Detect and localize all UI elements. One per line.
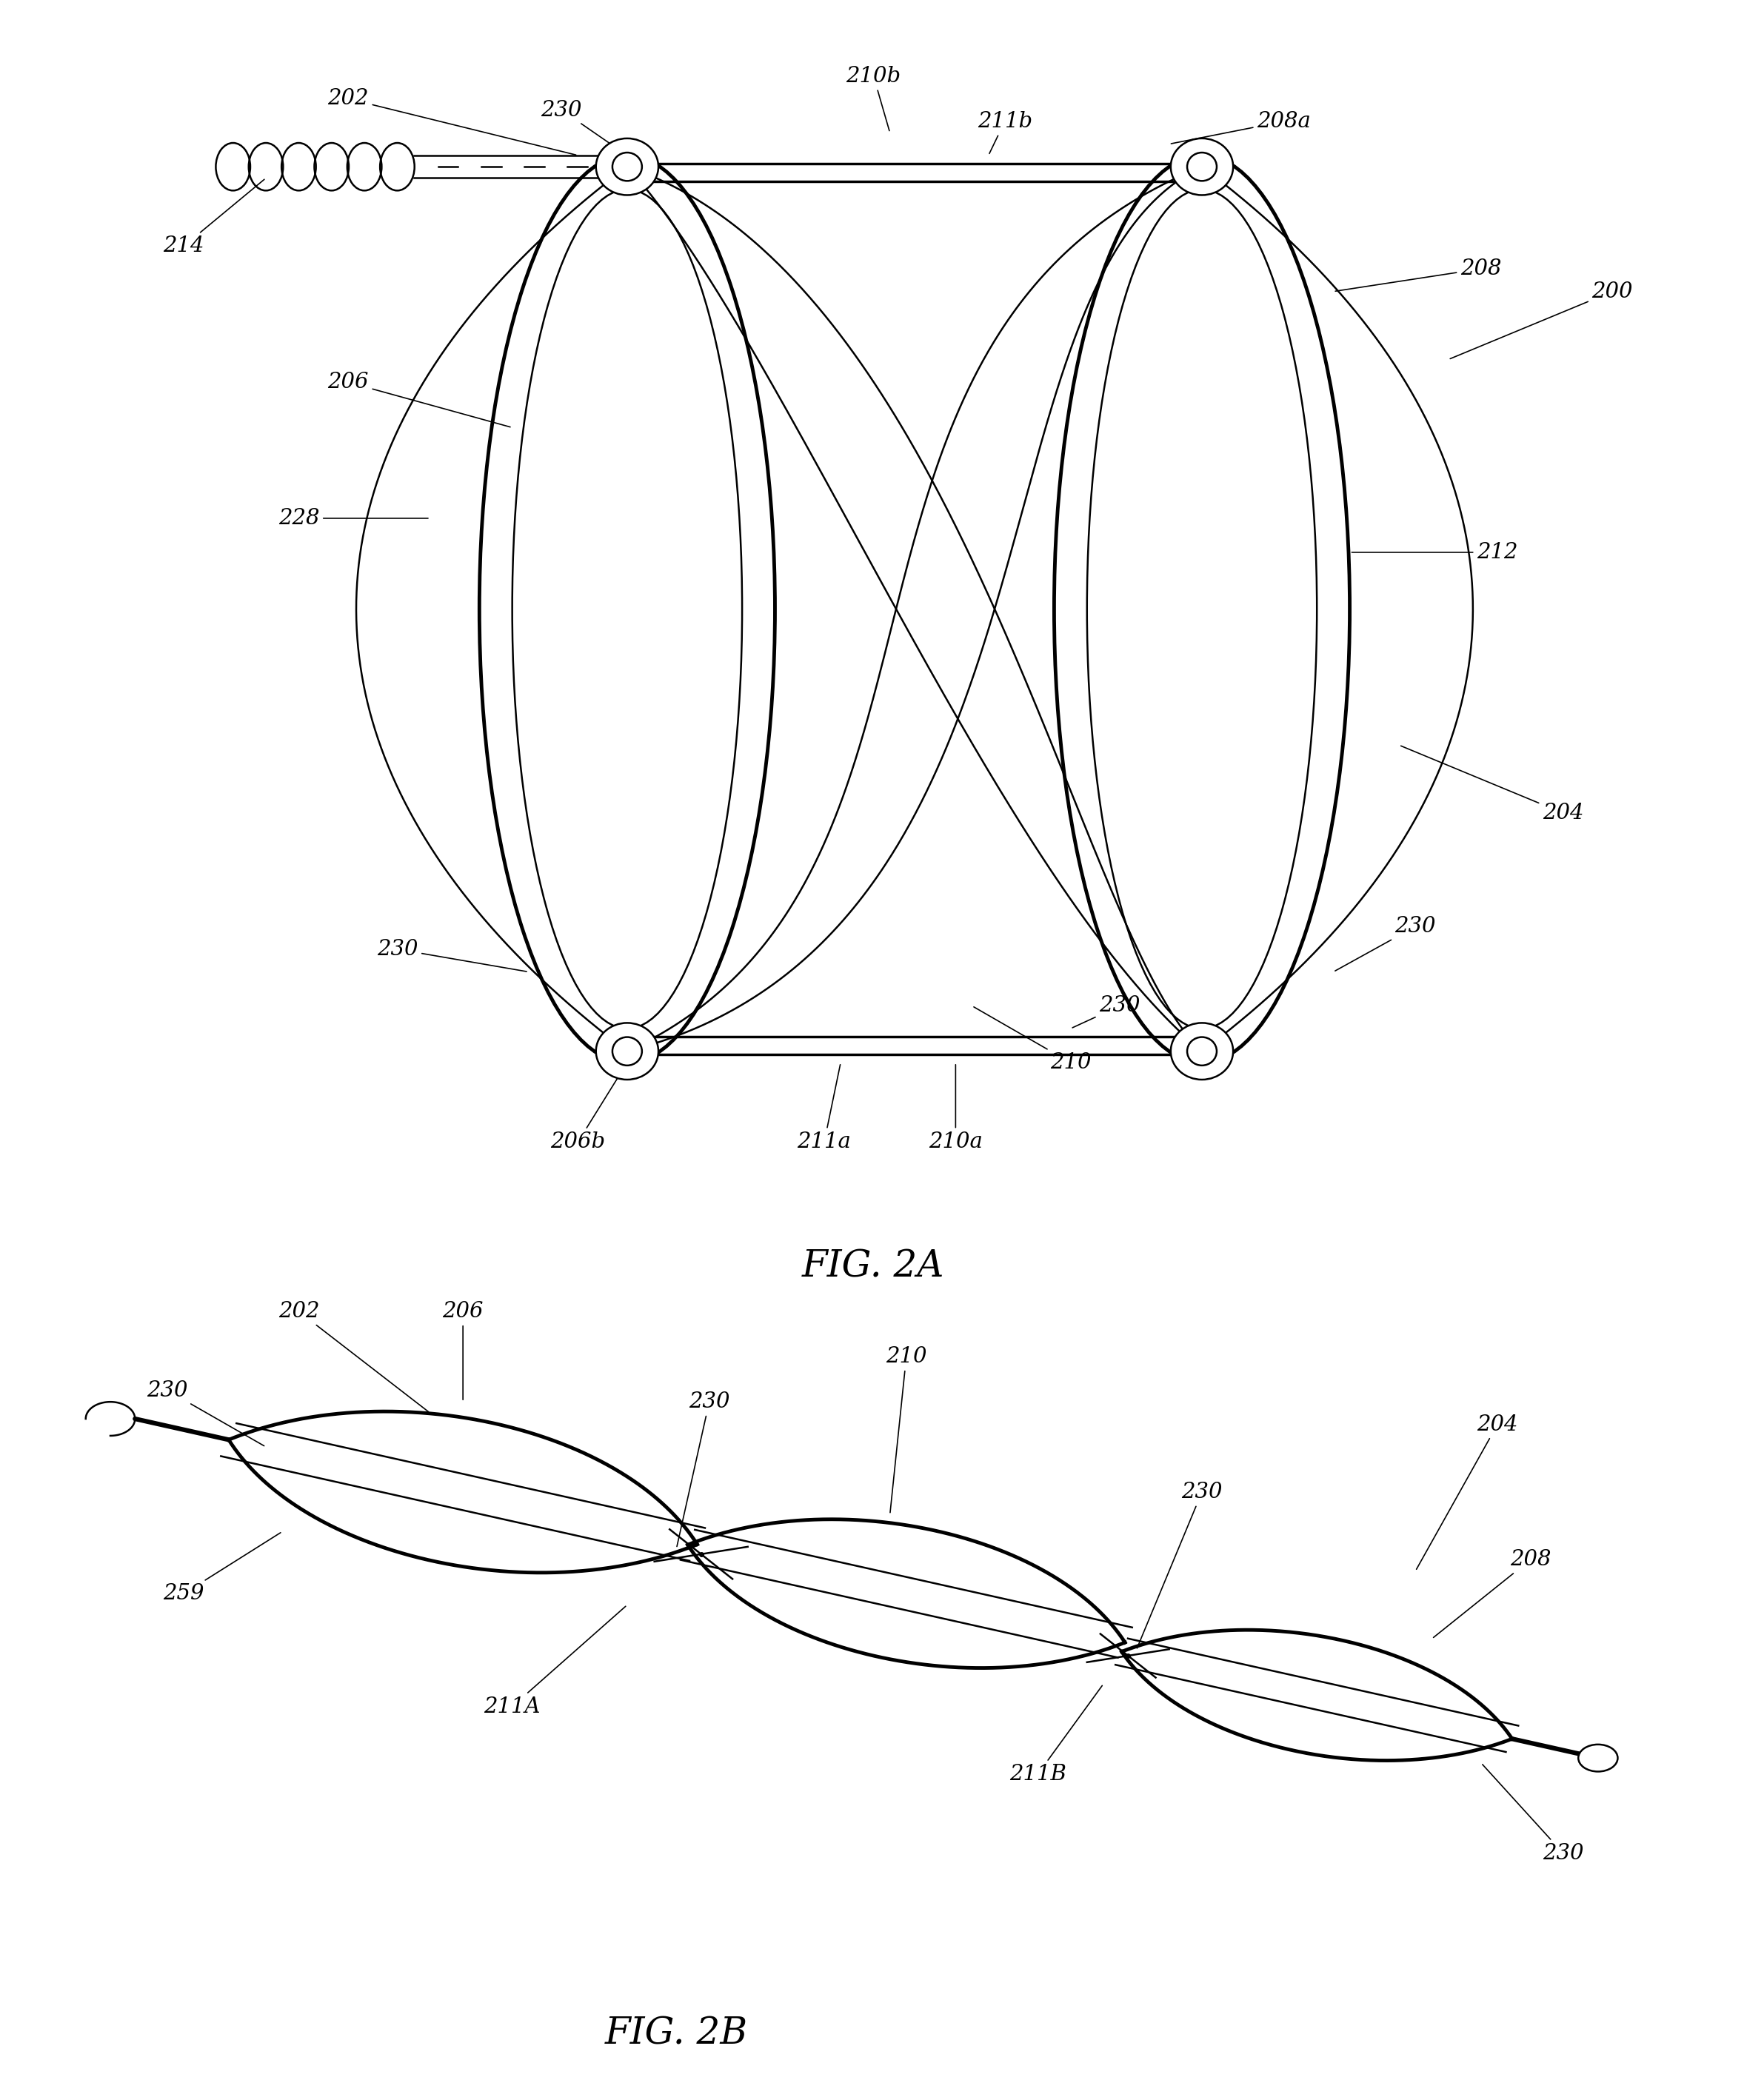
Ellipse shape bbox=[1188, 153, 1216, 181]
Polygon shape bbox=[1122, 1630, 1513, 1760]
Text: 204: 204 bbox=[1417, 1413, 1518, 1569]
Text: 208a: 208a bbox=[1170, 111, 1310, 143]
Text: 230: 230 bbox=[1483, 1764, 1585, 1863]
Text: 208: 208 bbox=[1335, 258, 1502, 292]
Text: 259: 259 bbox=[162, 1533, 281, 1604]
Ellipse shape bbox=[596, 1023, 659, 1079]
Circle shape bbox=[1578, 1745, 1618, 1772]
Polygon shape bbox=[688, 1518, 1125, 1667]
Text: 211a: 211a bbox=[797, 1065, 851, 1153]
Ellipse shape bbox=[1170, 139, 1233, 195]
Text: 206: 206 bbox=[442, 1302, 484, 1401]
Text: 228: 228 bbox=[278, 508, 428, 529]
Text: 212: 212 bbox=[1352, 542, 1518, 563]
Text: 206: 206 bbox=[327, 372, 510, 426]
Text: 230: 230 bbox=[147, 1380, 264, 1447]
Text: 202: 202 bbox=[327, 88, 577, 155]
Text: 210: 210 bbox=[973, 1006, 1092, 1073]
Text: 204: 204 bbox=[1401, 745, 1585, 823]
Ellipse shape bbox=[1188, 1037, 1216, 1065]
Text: 230: 230 bbox=[542, 99, 625, 153]
Text: 210: 210 bbox=[886, 1346, 928, 1512]
Text: 230: 230 bbox=[1137, 1483, 1223, 1648]
Text: 230: 230 bbox=[1073, 995, 1141, 1027]
Text: 211A: 211A bbox=[484, 1606, 625, 1718]
Text: 208: 208 bbox=[1434, 1550, 1551, 1638]
Text: 211B: 211B bbox=[1010, 1686, 1102, 1785]
Text: 230: 230 bbox=[377, 939, 526, 972]
Ellipse shape bbox=[613, 1037, 641, 1065]
Text: 210b: 210b bbox=[846, 65, 901, 130]
Text: 230: 230 bbox=[1335, 916, 1436, 970]
Text: 200: 200 bbox=[1450, 281, 1633, 359]
Text: 210a: 210a bbox=[929, 1065, 982, 1153]
Ellipse shape bbox=[596, 139, 659, 195]
Text: FIG. 2A: FIG. 2A bbox=[802, 1247, 945, 1285]
Text: FIG. 2B: FIG. 2B bbox=[604, 2016, 748, 2052]
Text: 211b: 211b bbox=[977, 111, 1032, 153]
Text: 206b: 206b bbox=[550, 1065, 625, 1153]
Text: 230: 230 bbox=[676, 1392, 730, 1546]
Ellipse shape bbox=[613, 153, 641, 181]
Polygon shape bbox=[229, 1411, 697, 1573]
Text: 214: 214 bbox=[162, 178, 264, 256]
Ellipse shape bbox=[1170, 1023, 1233, 1079]
Text: 202: 202 bbox=[278, 1302, 428, 1411]
